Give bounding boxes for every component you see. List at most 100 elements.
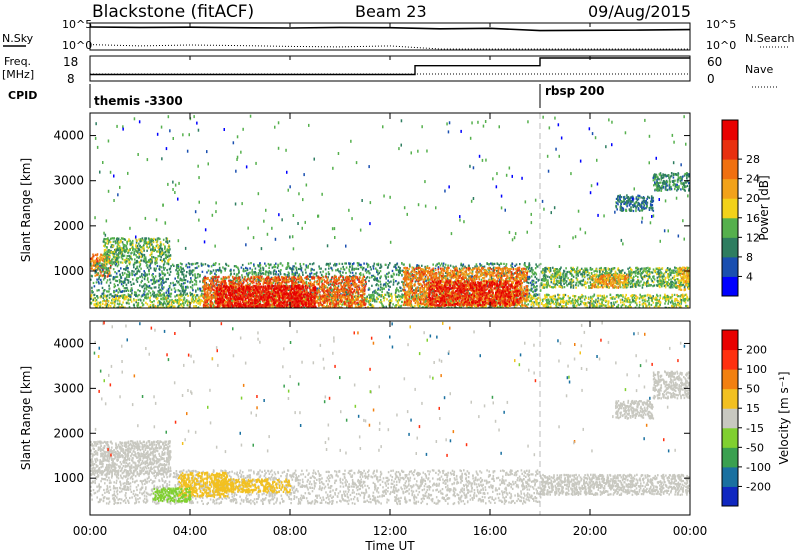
power-cell — [113, 298, 115, 301]
power-cell — [153, 269, 156, 272]
power-cell — [246, 268, 249, 272]
power-cell — [380, 294, 382, 297]
power-cell — [538, 263, 541, 266]
power-cell — [379, 277, 381, 280]
power-cell — [113, 302, 116, 305]
power-cell — [416, 297, 418, 300]
power-cell — [597, 299, 600, 302]
power-cell — [114, 297, 117, 300]
power-cell — [560, 305, 563, 308]
power-cell — [683, 300, 686, 303]
power-cell — [123, 259, 126, 262]
power-cell — [435, 264, 437, 267]
power-cell — [153, 248, 155, 251]
power-cell — [210, 265, 213, 268]
power-cell — [217, 268, 219, 272]
power-cell — [672, 302, 674, 305]
power-cell — [139, 275, 141, 278]
power-cell — [109, 272, 111, 275]
power-cell — [271, 289, 273, 292]
power-cell — [382, 284, 385, 287]
power-cell — [137, 277, 140, 280]
power-cell — [369, 266, 372, 269]
power-cell — [460, 264, 463, 267]
power-cell — [111, 263, 114, 266]
power-cell — [542, 304, 545, 307]
power-cell — [102, 257, 105, 260]
power-cell — [557, 306, 560, 308]
power-cell — [636, 304, 638, 307]
power-cell — [371, 304, 374, 307]
power-cell — [152, 256, 155, 259]
power-cell — [143, 278, 146, 281]
power-cell — [148, 284, 151, 288]
power-cell — [572, 304, 574, 307]
power-cell — [484, 306, 487, 308]
power-cell — [146, 297, 148, 300]
power-cell — [103, 299, 105, 302]
power-cell — [168, 300, 171, 304]
power-cell — [568, 297, 571, 300]
power-cell — [571, 299, 574, 302]
power-cell — [210, 277, 213, 280]
power-cell — [101, 270, 103, 273]
power-cell — [311, 263, 314, 266]
power-cell — [157, 255, 160, 258]
power-cell — [130, 243, 132, 246]
power-cell — [377, 287, 380, 290]
power-cell — [119, 300, 121, 303]
power-cell — [523, 263, 526, 266]
power-cell — [167, 246, 170, 249]
power-cell — [123, 254, 126, 257]
power-cell — [589, 299, 592, 302]
power-cell — [188, 272, 191, 275]
power-cell — [122, 294, 125, 297]
power-cell — [497, 274, 500, 277]
power-cell — [194, 295, 197, 298]
power-cell — [328, 283, 330, 286]
power-cell — [491, 297, 493, 300]
power-cell — [184, 291, 186, 294]
power-cell — [120, 267, 122, 270]
power-cell — [211, 306, 213, 308]
power-cell — [171, 263, 174, 266]
power-cell — [385, 284, 387, 287]
beam-title: Beam 23 — [355, 2, 427, 21]
power-cell — [371, 274, 373, 277]
power-cell — [175, 269, 177, 272]
power-cell — [627, 298, 630, 301]
power-cell — [446, 277, 449, 280]
power-cell — [679, 295, 681, 298]
power-cell — [160, 301, 163, 304]
power-cell — [172, 300, 174, 303]
freq-series — [90, 57, 690, 76]
power-cell — [387, 285, 390, 288]
power-cell — [425, 304, 427, 307]
power-cell — [371, 298, 374, 301]
power-cell — [161, 306, 164, 308]
power-cell — [127, 297, 130, 301]
power-cell — [503, 273, 505, 276]
power-cell — [190, 301, 192, 304]
power-cell — [186, 304, 189, 307]
power-cell — [170, 303, 173, 306]
power-cell — [395, 290, 397, 293]
power-cell — [172, 305, 175, 308]
power-cell — [192, 298, 194, 301]
power-cell — [530, 296, 533, 299]
power-cell — [129, 248, 131, 251]
power-cell — [253, 264, 255, 268]
power-cell — [201, 290, 203, 293]
power-cell — [444, 266, 446, 269]
power-cell — [118, 241, 121, 244]
power-cell — [592, 295, 594, 298]
power-cell — [182, 289, 184, 292]
power-cell — [636, 297, 638, 300]
power-cell — [108, 287, 111, 290]
power-cell — [141, 286, 144, 289]
power-cell — [573, 304, 575, 307]
power-cell — [603, 296, 605, 299]
power-cell — [539, 289, 542, 292]
power-cell — [678, 304, 680, 307]
power-cell — [116, 261, 118, 264]
